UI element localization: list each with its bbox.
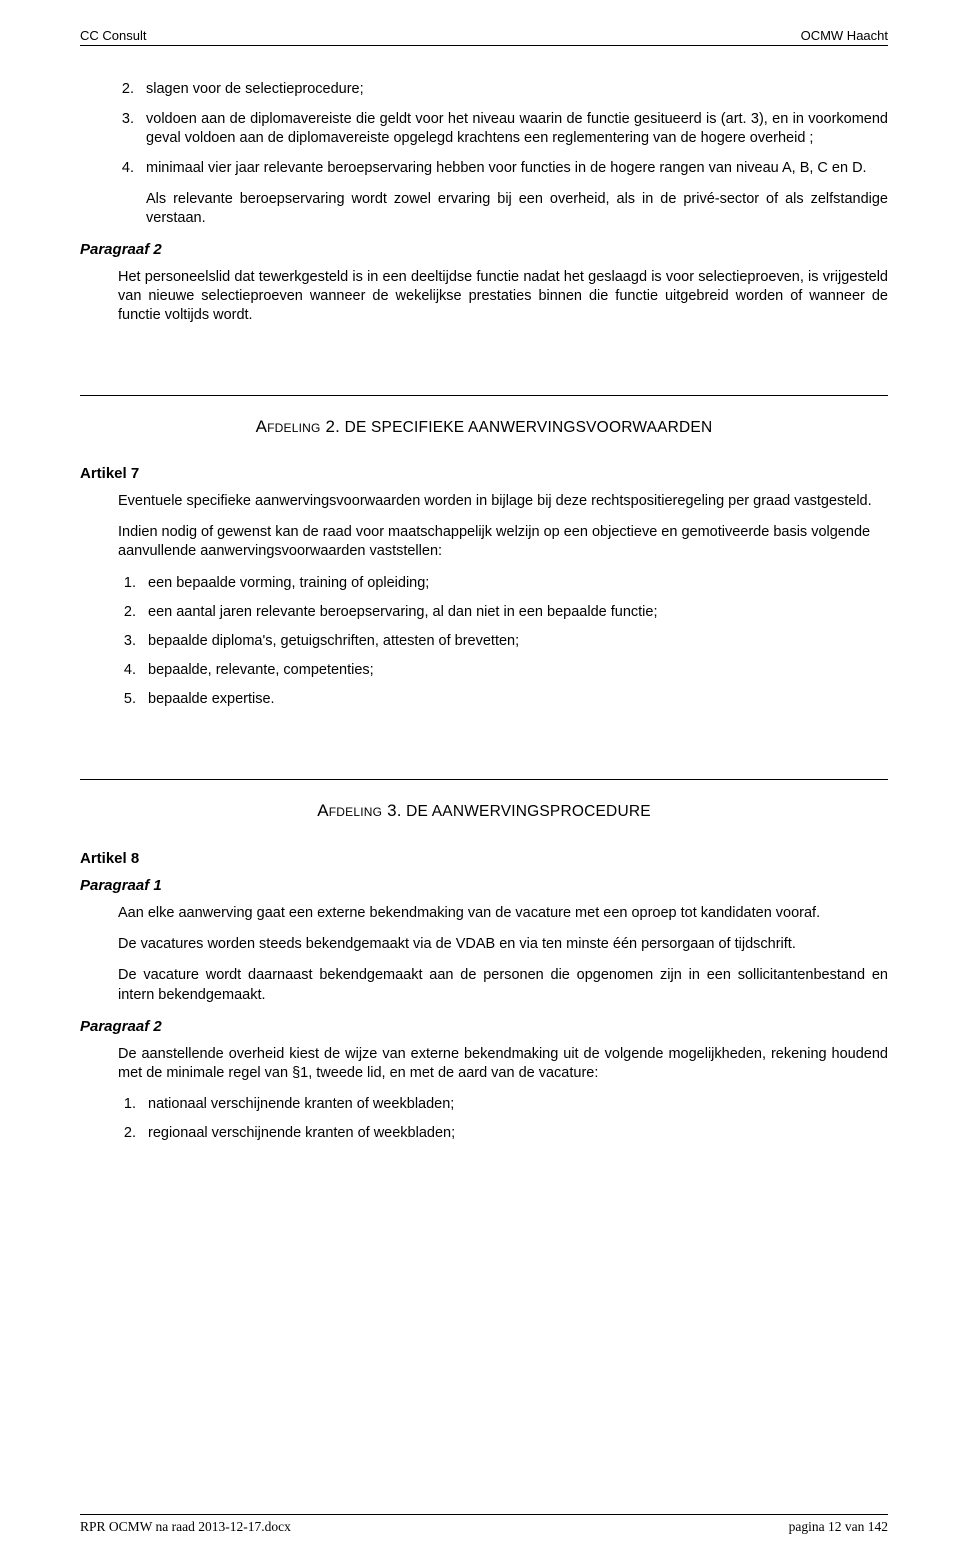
header-right: OCMW Haacht bbox=[801, 28, 888, 43]
list-item: minimaal vier jaar relevante beroepserva… bbox=[138, 159, 888, 178]
artikel-7-list: een bepaalde vorming, training of opleid… bbox=[80, 574, 888, 710]
section-divider bbox=[80, 395, 888, 396]
footer-right: pagina 12 van 142 bbox=[789, 1519, 888, 1535]
list-item: regionaal verschijnende kranten of weekb… bbox=[140, 1124, 888, 1143]
page: CC Consult OCMW Haacht slagen voor de se… bbox=[0, 0, 960, 1563]
list-item: bepaalde diploma's, getuigschriften, att… bbox=[140, 632, 888, 651]
footer-left: RPR OCMW na raad 2013-12-17.docx bbox=[80, 1519, 291, 1535]
artikel-7-label: Artikel 7 bbox=[80, 464, 888, 484]
running-header: CC Consult OCMW Haacht bbox=[80, 28, 888, 46]
section-3-title: Afdeling 3. DE AANWERVINGSPROCEDURE bbox=[80, 800, 888, 822]
paragraaf-2-p1: De aanstellende overheid kiest de wijze … bbox=[118, 1045, 888, 1083]
header-left: CC Consult bbox=[80, 28, 146, 43]
section-2-title-lead: Afdeling 2. bbox=[256, 417, 340, 436]
list-item: een bepaalde vorming, training of opleid… bbox=[140, 574, 888, 593]
paragraaf-2-body: Het personeelslid dat tewerkgesteld is i… bbox=[118, 268, 888, 325]
list-item: nationaal verschijnende kranten of weekb… bbox=[140, 1095, 888, 1114]
list-item: bepaalde, relevante, competenties; bbox=[140, 661, 888, 680]
section-3-title-rest: DE AANWERVINGSPROCEDURE bbox=[402, 803, 651, 820]
section-divider bbox=[80, 779, 888, 780]
list-item: bepaalde expertise. bbox=[140, 690, 888, 709]
top-ordered-list: slagen voor de selectieprocedure; voldoe… bbox=[80, 80, 888, 179]
list-item: een aantal jaren relevante beroepservari… bbox=[140, 603, 888, 622]
content: slagen voor de selectieprocedure; voldoe… bbox=[80, 80, 888, 1488]
spacer bbox=[80, 1153, 888, 1161]
followup-paragraph: Als relevante beroepservaring wordt zowe… bbox=[146, 190, 888, 228]
paragraaf-1-p3: De vacature wordt daarnaast bekendgemaak… bbox=[118, 966, 888, 1004]
paragraaf-2-label-b: Paragraaf 2 bbox=[80, 1017, 888, 1037]
paragraaf-1-p2: De vacatures worden steeds bekendgemaakt… bbox=[118, 935, 888, 954]
paragraaf-1-label: Paragraaf 1 bbox=[80, 876, 888, 896]
paragraaf-2-list: nationaal verschijnende kranten of weekb… bbox=[80, 1095, 888, 1143]
section-2-title-rest: DE SPECIFIEKE AANWERVINGSVOORWAARDEN bbox=[340, 419, 712, 436]
section-2-title: Afdeling 2. DE SPECIFIEKE AANWERVINGSVOO… bbox=[80, 416, 888, 438]
paragraaf-2-label: Paragraaf 2 bbox=[80, 240, 888, 260]
artikel-8-label: Artikel 8 bbox=[80, 849, 888, 869]
paragraaf-1-p1: Aan elke aanwerving gaat een externe bek… bbox=[118, 904, 888, 923]
artikel-7-p1: Eventuele specifieke aanwervingsvoorwaar… bbox=[118, 492, 888, 511]
list-item: slagen voor de selectieprocedure; bbox=[138, 80, 888, 99]
section-3-title-lead: Afdeling 3. bbox=[317, 801, 401, 820]
list-item: voldoen aan de diplomavereiste die geldt… bbox=[138, 110, 888, 148]
running-footer: RPR OCMW na raad 2013-12-17.docx pagina … bbox=[80, 1514, 888, 1535]
artikel-7-p2: Indien nodig of gewenst kan de raad voor… bbox=[118, 523, 888, 561]
